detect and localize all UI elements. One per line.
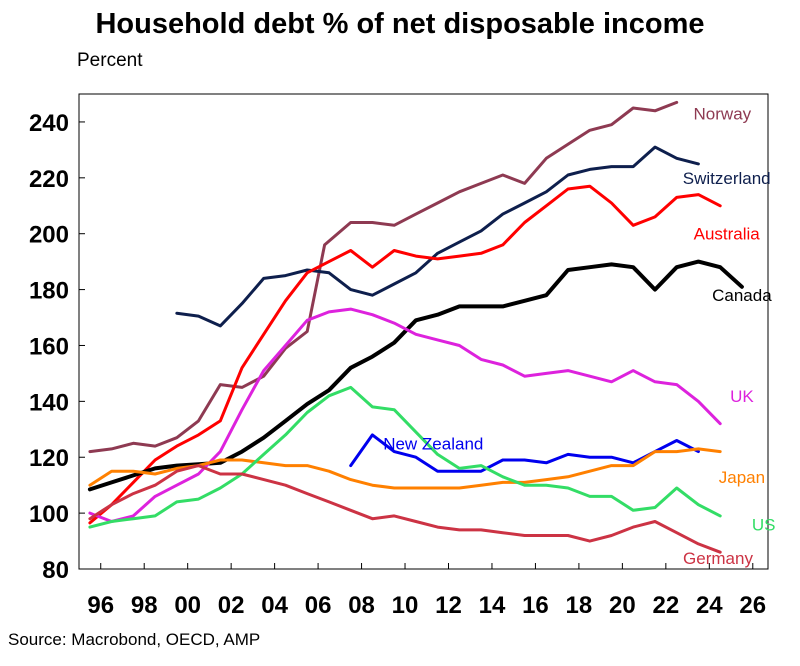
y-tick-label: 180 (29, 278, 69, 305)
x-tick-label: 16 (522, 592, 549, 619)
x-tick-label: 00 (174, 592, 201, 619)
series-line-new-zealand (349, 433, 700, 473)
x-tick-label: 06 (305, 592, 332, 619)
series-group (87, 100, 744, 554)
source-note: Source: Macrobond, OECD, AMP (8, 630, 261, 649)
x-tick-label: 10 (392, 592, 419, 619)
y-tick-label: 160 (29, 333, 69, 360)
series-label-germany: Germany (683, 549, 753, 568)
x-tick-label: 08 (348, 592, 375, 619)
y-tick-label: 140 (29, 389, 69, 416)
x-tick-label: 18 (566, 592, 593, 619)
x-tick-label: 04 (261, 592, 288, 619)
series-line-germany (88, 464, 722, 554)
x-tick-label: 24 (696, 592, 723, 619)
series-label-canada: Canada (712, 286, 772, 305)
chart-title: Household debt % of net disposable incom… (95, 8, 705, 40)
unit-label: Percent (77, 50, 143, 71)
series-label-switzerland: Switzerland (683, 169, 771, 188)
series-line-norway (88, 100, 679, 454)
series-line-us (88, 385, 722, 529)
x-tick-label: 98 (131, 592, 158, 619)
series-line-switzerland (175, 145, 700, 328)
y-tick-label: 120 (29, 445, 69, 472)
series-label-japan: Japan (719, 468, 765, 487)
y-tick-label: 220 (29, 166, 69, 193)
series-labels: Norway Switzerland Australia Canada UK New Ze… (383, 105, 775, 568)
series-line-uk (88, 307, 722, 523)
x-tick-label: 12 (435, 592, 462, 619)
series-label-norway: Norway (694, 105, 752, 124)
series-line-australia (88, 184, 722, 525)
y-tick-label: 80 (42, 557, 69, 584)
y-tick-label: 200 (29, 222, 69, 249)
x-tick-label: 96 (87, 592, 114, 619)
y-tick-label: 100 (29, 501, 69, 528)
x-tick-label: 26 (739, 592, 766, 619)
x-tick-label: 14 (479, 592, 506, 619)
y-axis: 80 100 120 140 160 180 200 220 240 (29, 110, 85, 584)
series-label-uk: UK (730, 387, 754, 406)
x-tick-label: 20 (609, 592, 636, 619)
plot-frame (78, 93, 769, 570)
x-axis: 96 98 00 02 04 06 08 10 12 14 16 18 20 22 24 26 (87, 563, 766, 619)
series-label-us: US (752, 515, 776, 534)
series-label-australia: Australia (694, 225, 761, 244)
y-tick-label: 240 (29, 110, 69, 137)
x-tick-label: 02 (218, 592, 245, 619)
x-tick-label: 22 (652, 592, 679, 619)
series-label-new-zealand: New Zealand (383, 434, 483, 453)
